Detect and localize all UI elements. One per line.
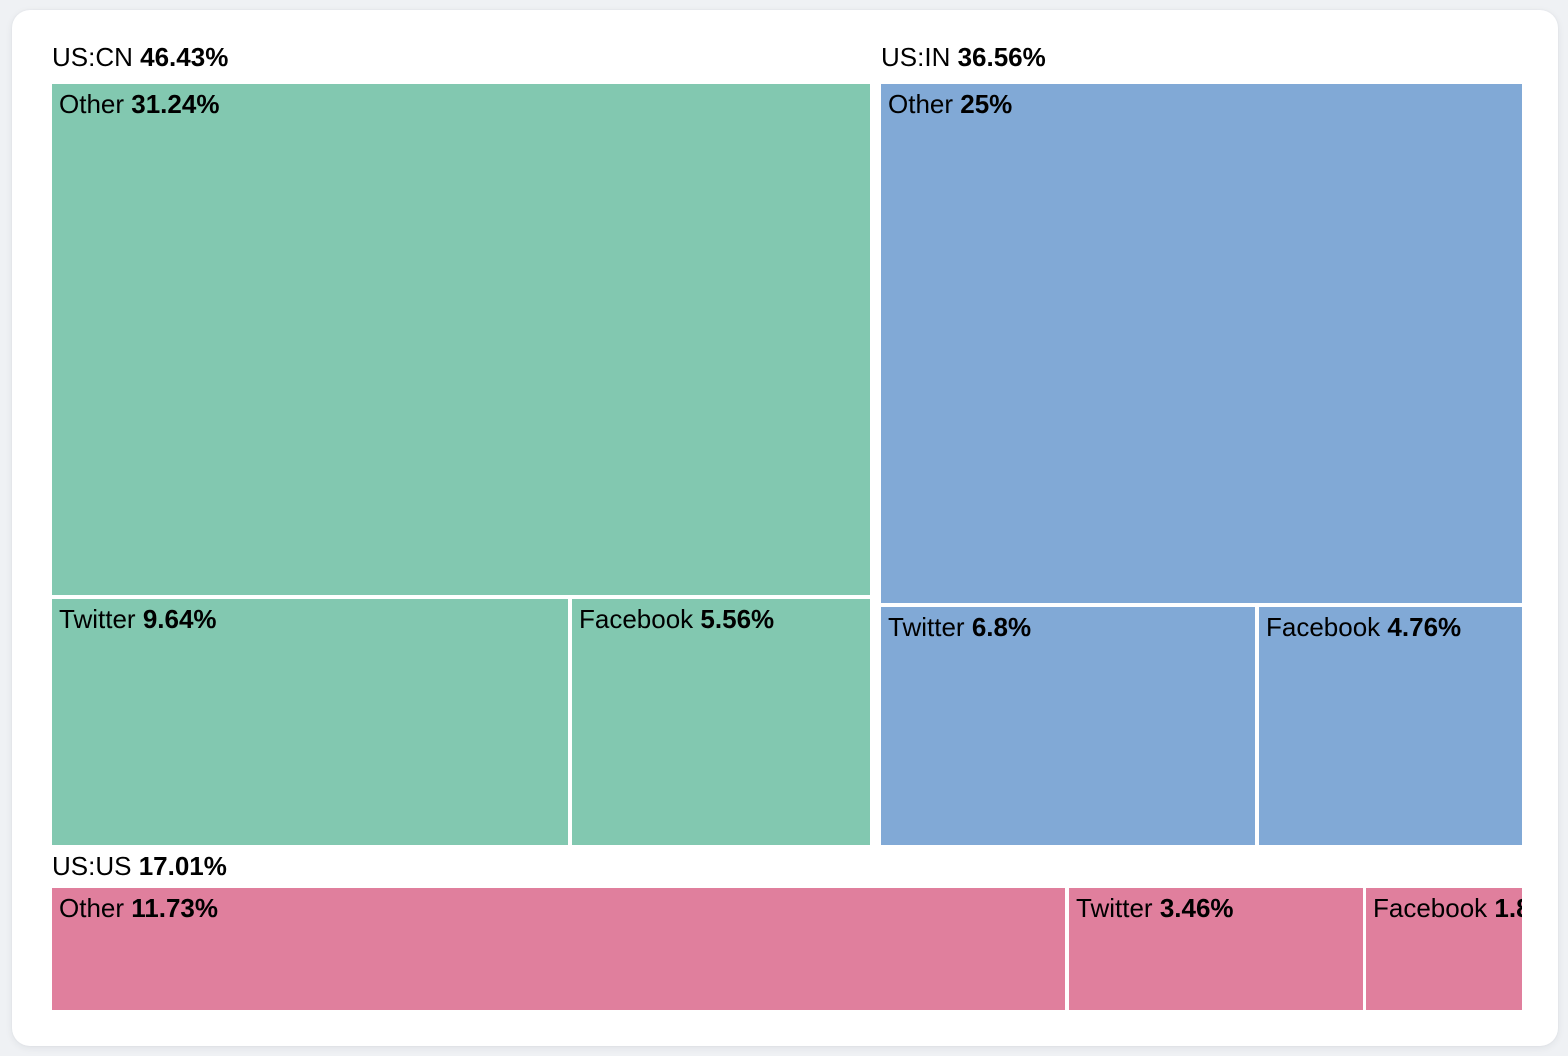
group-name: US:IN (881, 42, 951, 72)
cell-name: Twitter (59, 604, 136, 634)
cell-name: Facebook (1373, 893, 1488, 923)
group-label-us-cn: US:CN 46.43% (52, 42, 228, 72)
cell-percent: 1.81% (1494, 893, 1522, 923)
treemap-cell-us-us-other[interactable]: Other 11.73% (52, 888, 1065, 1010)
cell-percent: 4.76% (1387, 612, 1462, 642)
group-name: US:US (52, 851, 132, 881)
treemap-cell-us-in-other[interactable]: Other 25% (881, 84, 1522, 603)
treemap-cell-us-cn-other[interactable]: Other 31.24% (52, 84, 870, 595)
cell-name: Other (59, 89, 125, 119)
treemap-cell-us-cn-twitter[interactable]: Twitter 9.64% (52, 599, 568, 845)
cell-percent: 3.46% (1159, 893, 1234, 923)
cell-name: Twitter (888, 612, 965, 642)
group-percent: 36.56% (957, 42, 1046, 72)
cell-percent: 25% (960, 89, 1013, 119)
treemap-cell-us-us-facebook[interactable]: Facebook 1.81% (1366, 888, 1522, 1010)
group-percent: 46.43% (140, 42, 229, 72)
cell-percent: 5.56% (700, 604, 775, 634)
treemap-cell-us-cn-facebook[interactable]: Facebook 5.56% (572, 599, 870, 845)
cell-name: Other (888, 89, 954, 119)
group-label-us-us: US:US 17.01% (52, 851, 227, 881)
cell-name: Other (59, 893, 125, 923)
treemap-cell-us-in-facebook[interactable]: Facebook 4.76% (1259, 607, 1522, 845)
cell-percent: 6.8% (971, 612, 1032, 642)
cell-name: Facebook (579, 604, 694, 634)
cell-name: Facebook (1266, 612, 1381, 642)
cell-percent: 31.24% (131, 89, 220, 119)
group-name: US:CN (52, 42, 133, 72)
treemap-cell-us-us-twitter[interactable]: Twitter 3.46% (1069, 888, 1363, 1010)
cell-name: Twitter (1076, 893, 1153, 923)
cell-percent: 9.64% (142, 604, 217, 634)
group-percent: 17.01% (138, 851, 227, 881)
group-label-us-in: US:IN 36.56% (881, 42, 1046, 72)
treemap-cell-us-in-twitter[interactable]: Twitter 6.8% (881, 607, 1255, 845)
cell-percent: 11.73% (131, 893, 219, 923)
